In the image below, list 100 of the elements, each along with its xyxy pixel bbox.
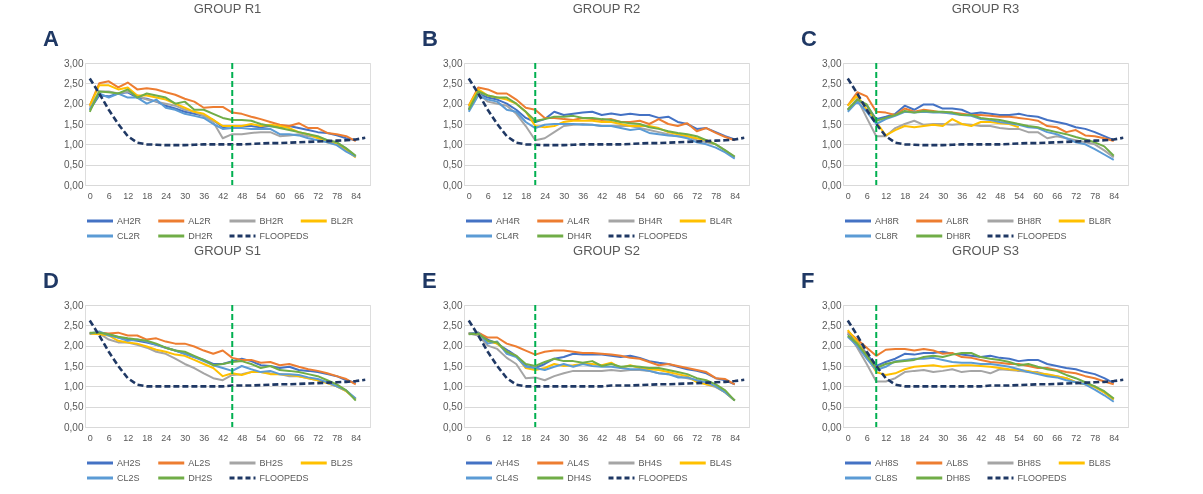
legend-label: BH4R — [638, 216, 664, 226]
x-tick-label: 84 — [730, 190, 741, 201]
x-tick-label: 84 — [351, 432, 362, 443]
x-tick-label: 42 — [218, 190, 229, 201]
x-tick-label: 48 — [616, 432, 627, 443]
text: F — [801, 268, 815, 293]
y-tick-label: 0,50 — [443, 401, 463, 413]
legend-label: FLOOPEDS — [1017, 473, 1067, 483]
x-tick-label: 48 — [995, 190, 1006, 201]
legend-label: CL4S — [496, 473, 519, 483]
x-tick-label: 12 — [881, 432, 892, 443]
x-tick-label: 72 — [1071, 432, 1082, 443]
x-tick-label: 42 — [597, 190, 608, 201]
x-tick-label: 24 — [919, 432, 930, 443]
legend-label: AL2S — [188, 458, 211, 468]
chart-title: GROUP S3 — [952, 243, 1019, 258]
legend-label: AL4S — [567, 458, 590, 468]
x-tick-label: 60 — [1033, 432, 1044, 443]
y-tick-label: 0,50 — [443, 159, 463, 171]
legend-label: BH8S — [1017, 458, 1042, 468]
x-tick-label: 72 — [692, 432, 703, 443]
legend-label: AL4R — [567, 216, 591, 226]
legend-label: AH2S — [117, 458, 141, 468]
x-tick-label: 48 — [237, 190, 248, 201]
x-tick-label: 78 — [1090, 432, 1101, 443]
x-tick-label: 54 — [635, 190, 646, 201]
x-tick-label: 60 — [275, 190, 286, 201]
y-tick-label: 1,00 — [443, 380, 463, 392]
y-tick-label: 1,00 — [64, 380, 84, 392]
legend-label: BH8R — [1017, 216, 1043, 226]
x-tick-label: 6 — [864, 432, 870, 443]
legend-label: DH8R — [946, 231, 972, 241]
x-tick-label: 54 — [256, 190, 267, 201]
y-tick-label: 2,00 — [822, 98, 842, 110]
y-tick-label: 3,00 — [64, 57, 84, 69]
legend-label: AH2R — [117, 216, 142, 226]
x-tick-label: 78 — [1090, 190, 1101, 201]
legend-label: BL2R — [330, 216, 354, 226]
x-tick-label: 0 — [87, 432, 93, 443]
x-tick-label: 12 — [502, 190, 513, 201]
x-tick-label: 72 — [1071, 190, 1082, 201]
x-tick-label: 36 — [199, 432, 210, 443]
x-tick-label: 66 — [1052, 432, 1063, 443]
x-tick-label: 60 — [654, 190, 665, 201]
line-series — [88, 319, 367, 388]
legend-label: AL8R — [946, 216, 970, 226]
x-tick-label: 48 — [616, 190, 627, 201]
x-tick-label: 36 — [957, 190, 968, 201]
x-tick-label: 48 — [995, 432, 1006, 443]
chart-title: GROUP S2 — [573, 243, 640, 258]
legend-label: BL4S — [709, 458, 732, 468]
y-tick-label: 2,00 — [443, 98, 463, 110]
chart-title: GROUP S1 — [194, 243, 261, 258]
y-tick-label: 3,00 — [443, 57, 463, 69]
x-tick-label: 12 — [502, 432, 513, 443]
x-tick-label: 84 — [1109, 432, 1120, 443]
chart-title: GROUP R2 — [572, 1, 641, 16]
x-tick-label: 12 — [123, 190, 134, 201]
x-tick-label: 24 — [161, 432, 172, 443]
legend-label: AH8S — [875, 458, 899, 468]
x-tick-label: 72 — [692, 190, 703, 201]
legend-label: AL8S — [946, 458, 969, 468]
legend-label: DH2S — [188, 473, 213, 483]
legend-label: CL8S — [875, 473, 898, 483]
y-tick-label: 0,50 — [822, 159, 842, 171]
x-tick-label: 0 — [845, 190, 851, 201]
y-tick-label: 1,50 — [443, 118, 463, 130]
line-series — [846, 94, 1020, 137]
legend-label: AL2R — [188, 216, 212, 226]
line-series — [467, 319, 746, 388]
x-tick-label: 54 — [635, 432, 646, 443]
y-tick-label: 0,50 — [64, 401, 84, 413]
legend-label: BH2S — [259, 458, 284, 468]
y-tick-label: 1,50 — [64, 360, 84, 372]
legend-label: FLOOPEDS — [1017, 231, 1067, 241]
legend-label: BH2R — [259, 216, 285, 226]
x-tick-label: 36 — [578, 190, 589, 201]
legend-label: AH4S — [496, 458, 520, 468]
x-tick-label: 6 — [106, 190, 112, 201]
x-tick-label: 24 — [161, 190, 172, 201]
y-tick-label: 0,50 — [822, 401, 842, 413]
line-series — [846, 77, 1125, 147]
x-tick-label: 6 — [485, 190, 491, 201]
x-tick-label: 54 — [1014, 432, 1025, 443]
y-tick-label: 2,00 — [64, 98, 84, 110]
legend-label: FLOOPEDS — [259, 473, 309, 483]
legend-label: FLOOPEDS — [638, 231, 688, 241]
x-tick-label: 84 — [351, 190, 362, 201]
legend-label: BH4S — [638, 458, 663, 468]
x-tick-label: 18 — [142, 432, 153, 443]
y-tick-label: 0,00 — [443, 421, 463, 433]
x-tick-label: 18 — [900, 190, 911, 201]
y-tick-label: 2,50 — [443, 77, 463, 89]
y-tick-label: 2,00 — [822, 340, 842, 352]
x-tick-label: 6 — [864, 190, 870, 201]
y-tick-label: 0,50 — [64, 159, 84, 171]
line-series — [846, 319, 1125, 388]
x-tick-label: 0 — [466, 190, 472, 201]
y-tick-label: 1,00 — [822, 380, 842, 392]
y-tick-label: 2,50 — [443, 319, 463, 331]
